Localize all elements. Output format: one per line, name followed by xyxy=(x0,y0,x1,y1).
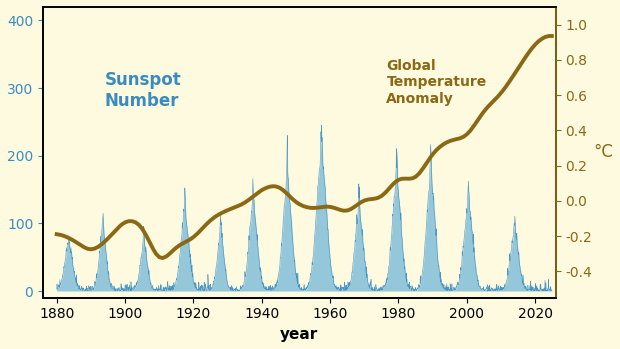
Text: Sunspot
Number: Sunspot Number xyxy=(105,71,181,110)
Text: Global
Temperature
Anomaly: Global Temperature Anomaly xyxy=(386,59,487,106)
Y-axis label: °C: °C xyxy=(593,143,613,161)
X-axis label: year: year xyxy=(280,327,319,342)
